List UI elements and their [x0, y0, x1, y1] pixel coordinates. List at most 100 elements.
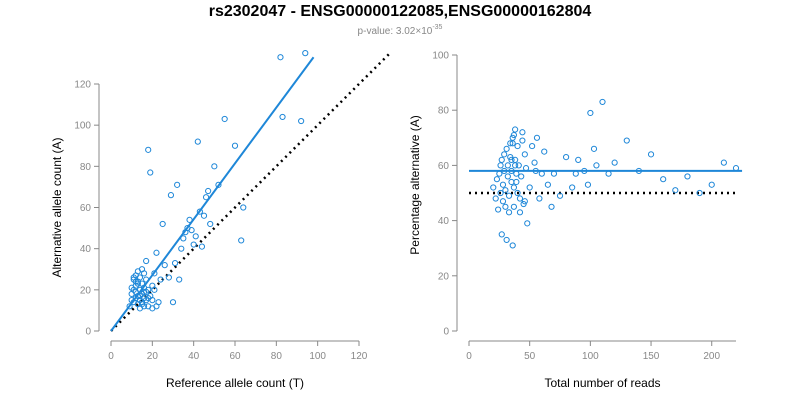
data-point	[497, 162, 504, 169]
data-point	[188, 227, 195, 234]
data-point	[501, 151, 508, 158]
data-point	[159, 220, 166, 228]
data-point	[503, 145, 510, 152]
x-tick-label: 80	[271, 351, 283, 362]
y-tick-label: 0	[85, 327, 91, 338]
y-tick-label: 40	[438, 216, 450, 227]
x-axis-title: Total number of reads	[544, 376, 660, 390]
plot-panel-1: 0 20 40 60 80 100 120 0 20 40 60 80 100 120 Reference …	[50, 50, 391, 390]
data-point	[503, 236, 510, 244]
data-point	[536, 195, 543, 202]
reference-line	[110, 52, 391, 332]
data-point	[153, 249, 160, 256]
data-point	[497, 189, 504, 197]
data-point	[174, 181, 181, 188]
data-point	[499, 181, 507, 188]
data-point	[514, 189, 521, 197]
data-point	[684, 173, 691, 180]
y-tick-label: 20	[80, 285, 92, 296]
data-point	[298, 117, 305, 125]
data-point	[720, 159, 727, 166]
data-point	[205, 187, 212, 195]
fit-line	[110, 56, 315, 332]
data-point	[533, 134, 541, 141]
chart-subtitle: p-value: 3.02×10-35	[0, 24, 800, 37]
chart-title: rs2302047 - ENSG00000122085,ENSG00000162…	[208, 3, 592, 20]
data-point	[505, 209, 513, 216]
x-tick-label: 60	[229, 351, 241, 362]
data-point	[167, 192, 175, 199]
data-point	[190, 241, 197, 248]
data-point	[509, 140, 516, 147]
data-point	[126, 303, 133, 310]
x-tick-label: 100	[309, 351, 326, 362]
data-point	[128, 284, 135, 291]
y-tick-label: 80	[438, 106, 450, 117]
x-tick-label: 120	[351, 351, 368, 362]
data-point	[145, 294, 152, 302]
data-point	[151, 286, 158, 293]
data-point	[147, 169, 154, 176]
data-point	[512, 126, 519, 133]
x-tick-label: 20	[147, 351, 159, 362]
data-point	[521, 151, 528, 158]
data-point	[623, 137, 630, 144]
data-point	[504, 173, 511, 180]
data-point	[502, 203, 509, 210]
data-point	[302, 50, 309, 57]
data-point	[587, 109, 594, 117]
data-point	[512, 162, 519, 169]
data-point	[153, 303, 160, 310]
x-tick-label: 50	[524, 351, 536, 362]
data-point	[513, 178, 520, 186]
data-point	[548, 203, 555, 210]
y-axis-title: Percentage alternative (A)	[408, 115, 422, 254]
data-point	[194, 138, 201, 145]
data-point	[516, 209, 524, 216]
data-point	[672, 187, 679, 194]
y-tick-label: 60	[80, 203, 92, 214]
data-point	[498, 156, 505, 163]
data-point	[138, 301, 146, 308]
data-point	[660, 176, 667, 183]
data-point	[279, 113, 286, 121]
data-point	[529, 142, 536, 150]
data-point	[531, 159, 538, 166]
y-axis-title: Alternative allele count (A)	[50, 137, 64, 277]
data-point	[696, 189, 703, 197]
data-point	[140, 270, 148, 277]
data-point	[490, 184, 497, 191]
data-point	[157, 276, 164, 283]
p-value-text: p-value: 3.02×10	[357, 26, 433, 37]
data-point	[492, 195, 499, 202]
y-tick-label: 40	[80, 244, 92, 255]
data-point	[575, 156, 582, 163]
data-point	[521, 198, 528, 205]
p-value-exponent: -35	[432, 24, 443, 31]
data-point	[569, 184, 576, 191]
data-point	[510, 131, 518, 139]
data-point	[708, 181, 715, 188]
data-point	[196, 208, 203, 215]
data-point	[171, 259, 179, 267]
x-tick-label: 200	[703, 351, 720, 362]
y-tick-label: 100	[432, 51, 449, 62]
data-point	[584, 181, 592, 188]
data-point	[215, 181, 222, 188]
data-point	[514, 142, 521, 150]
data-point	[508, 156, 515, 163]
data-point	[593, 162, 600, 169]
data-point	[541, 148, 548, 155]
data-point	[231, 142, 239, 149]
data-point	[493, 176, 501, 183]
data-point	[505, 192, 513, 199]
data-point	[136, 274, 144, 281]
data-point	[495, 206, 502, 213]
data-point	[502, 187, 509, 194]
data-point	[240, 204, 247, 211]
y-tick-label: 20	[438, 271, 450, 282]
data-point	[198, 243, 206, 250]
data-point	[515, 162, 522, 169]
data-point	[140, 288, 148, 295]
data-point	[176, 276, 183, 283]
